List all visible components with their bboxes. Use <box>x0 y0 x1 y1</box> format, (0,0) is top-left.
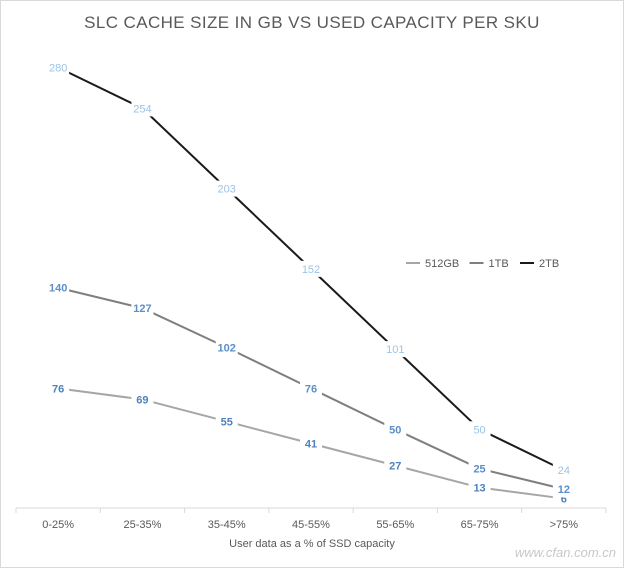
plot-area: 0-25% 25-35% 35-45% 45-55% 55-65% 65-75% >75% 7… <box>15 59 607 531</box>
legend: 512GB 1TB 2TB <box>406 258 559 270</box>
data-label-bg <box>384 457 407 474</box>
legend-entry: 2TB <box>539 258 559 270</box>
data-label-bg <box>47 59 70 76</box>
data-label: 24 <box>558 465 570 477</box>
data-label: 6 <box>561 494 567 506</box>
data-label: 27 <box>389 461 401 473</box>
data-label-bg <box>300 380 322 397</box>
data-label: 101 <box>386 344 404 356</box>
data-label: 41 <box>305 438 317 450</box>
data-label: 203 <box>218 184 236 196</box>
data-label-bg <box>552 462 575 479</box>
data-label: 69 <box>136 394 148 406</box>
data-label-bg <box>552 481 575 498</box>
x-tick-label: 35-45% <box>208 519 246 531</box>
data-label: 254 <box>133 103 151 115</box>
data-label: 50 <box>473 424 485 436</box>
data-label-bg <box>215 413 238 430</box>
x-tick-label: 0-25% <box>42 519 74 531</box>
data-label-bg <box>384 421 407 438</box>
watermark: www.cfan.com.cn <box>515 545 616 560</box>
x-axis-title: User data as a % of SSD capacity <box>229 538 395 550</box>
data-label: 152 <box>302 264 320 276</box>
data-label: 280 <box>49 62 67 74</box>
x-tick-label: >75% <box>550 519 579 531</box>
data-label-bg <box>468 421 491 438</box>
data-label-bg <box>47 380 70 397</box>
x-tick-label: 45-55% <box>292 519 330 531</box>
legend-entry: 512GB <box>425 258 459 270</box>
data-label-bg <box>300 435 322 452</box>
x-tick-label: 55-65% <box>376 519 414 531</box>
data-label: 12 <box>558 484 570 496</box>
data-label: 25 <box>473 464 485 476</box>
data-label: 140 <box>49 283 67 295</box>
data-label-bg <box>468 479 491 496</box>
data-label-bg <box>215 180 238 197</box>
data-label: 76 <box>305 383 317 395</box>
data-label: 76 <box>52 383 64 395</box>
data-label-bg <box>131 300 154 317</box>
data-label: 50 <box>389 424 401 436</box>
data-label-bg <box>300 260 322 277</box>
data-label-bg <box>384 341 407 358</box>
chart-title: SLC CACHE SIZE IN GB VS USED CAPACITY PE… <box>84 13 540 32</box>
data-label: 127 <box>133 303 151 315</box>
data-label: 55 <box>221 416 233 428</box>
data-label: 13 <box>473 483 485 495</box>
data-label-bg <box>47 279 70 296</box>
legend-entry: 1TB <box>489 258 509 270</box>
data-label: 102 <box>218 343 236 355</box>
x-tick-label: 65-75% <box>461 519 499 531</box>
data-label-bg <box>215 339 238 356</box>
data-label-bg <box>468 460 491 477</box>
data-label-bg <box>131 100 154 117</box>
x-tick-label: 25-35% <box>123 519 161 531</box>
data-label-bg <box>131 391 154 408</box>
